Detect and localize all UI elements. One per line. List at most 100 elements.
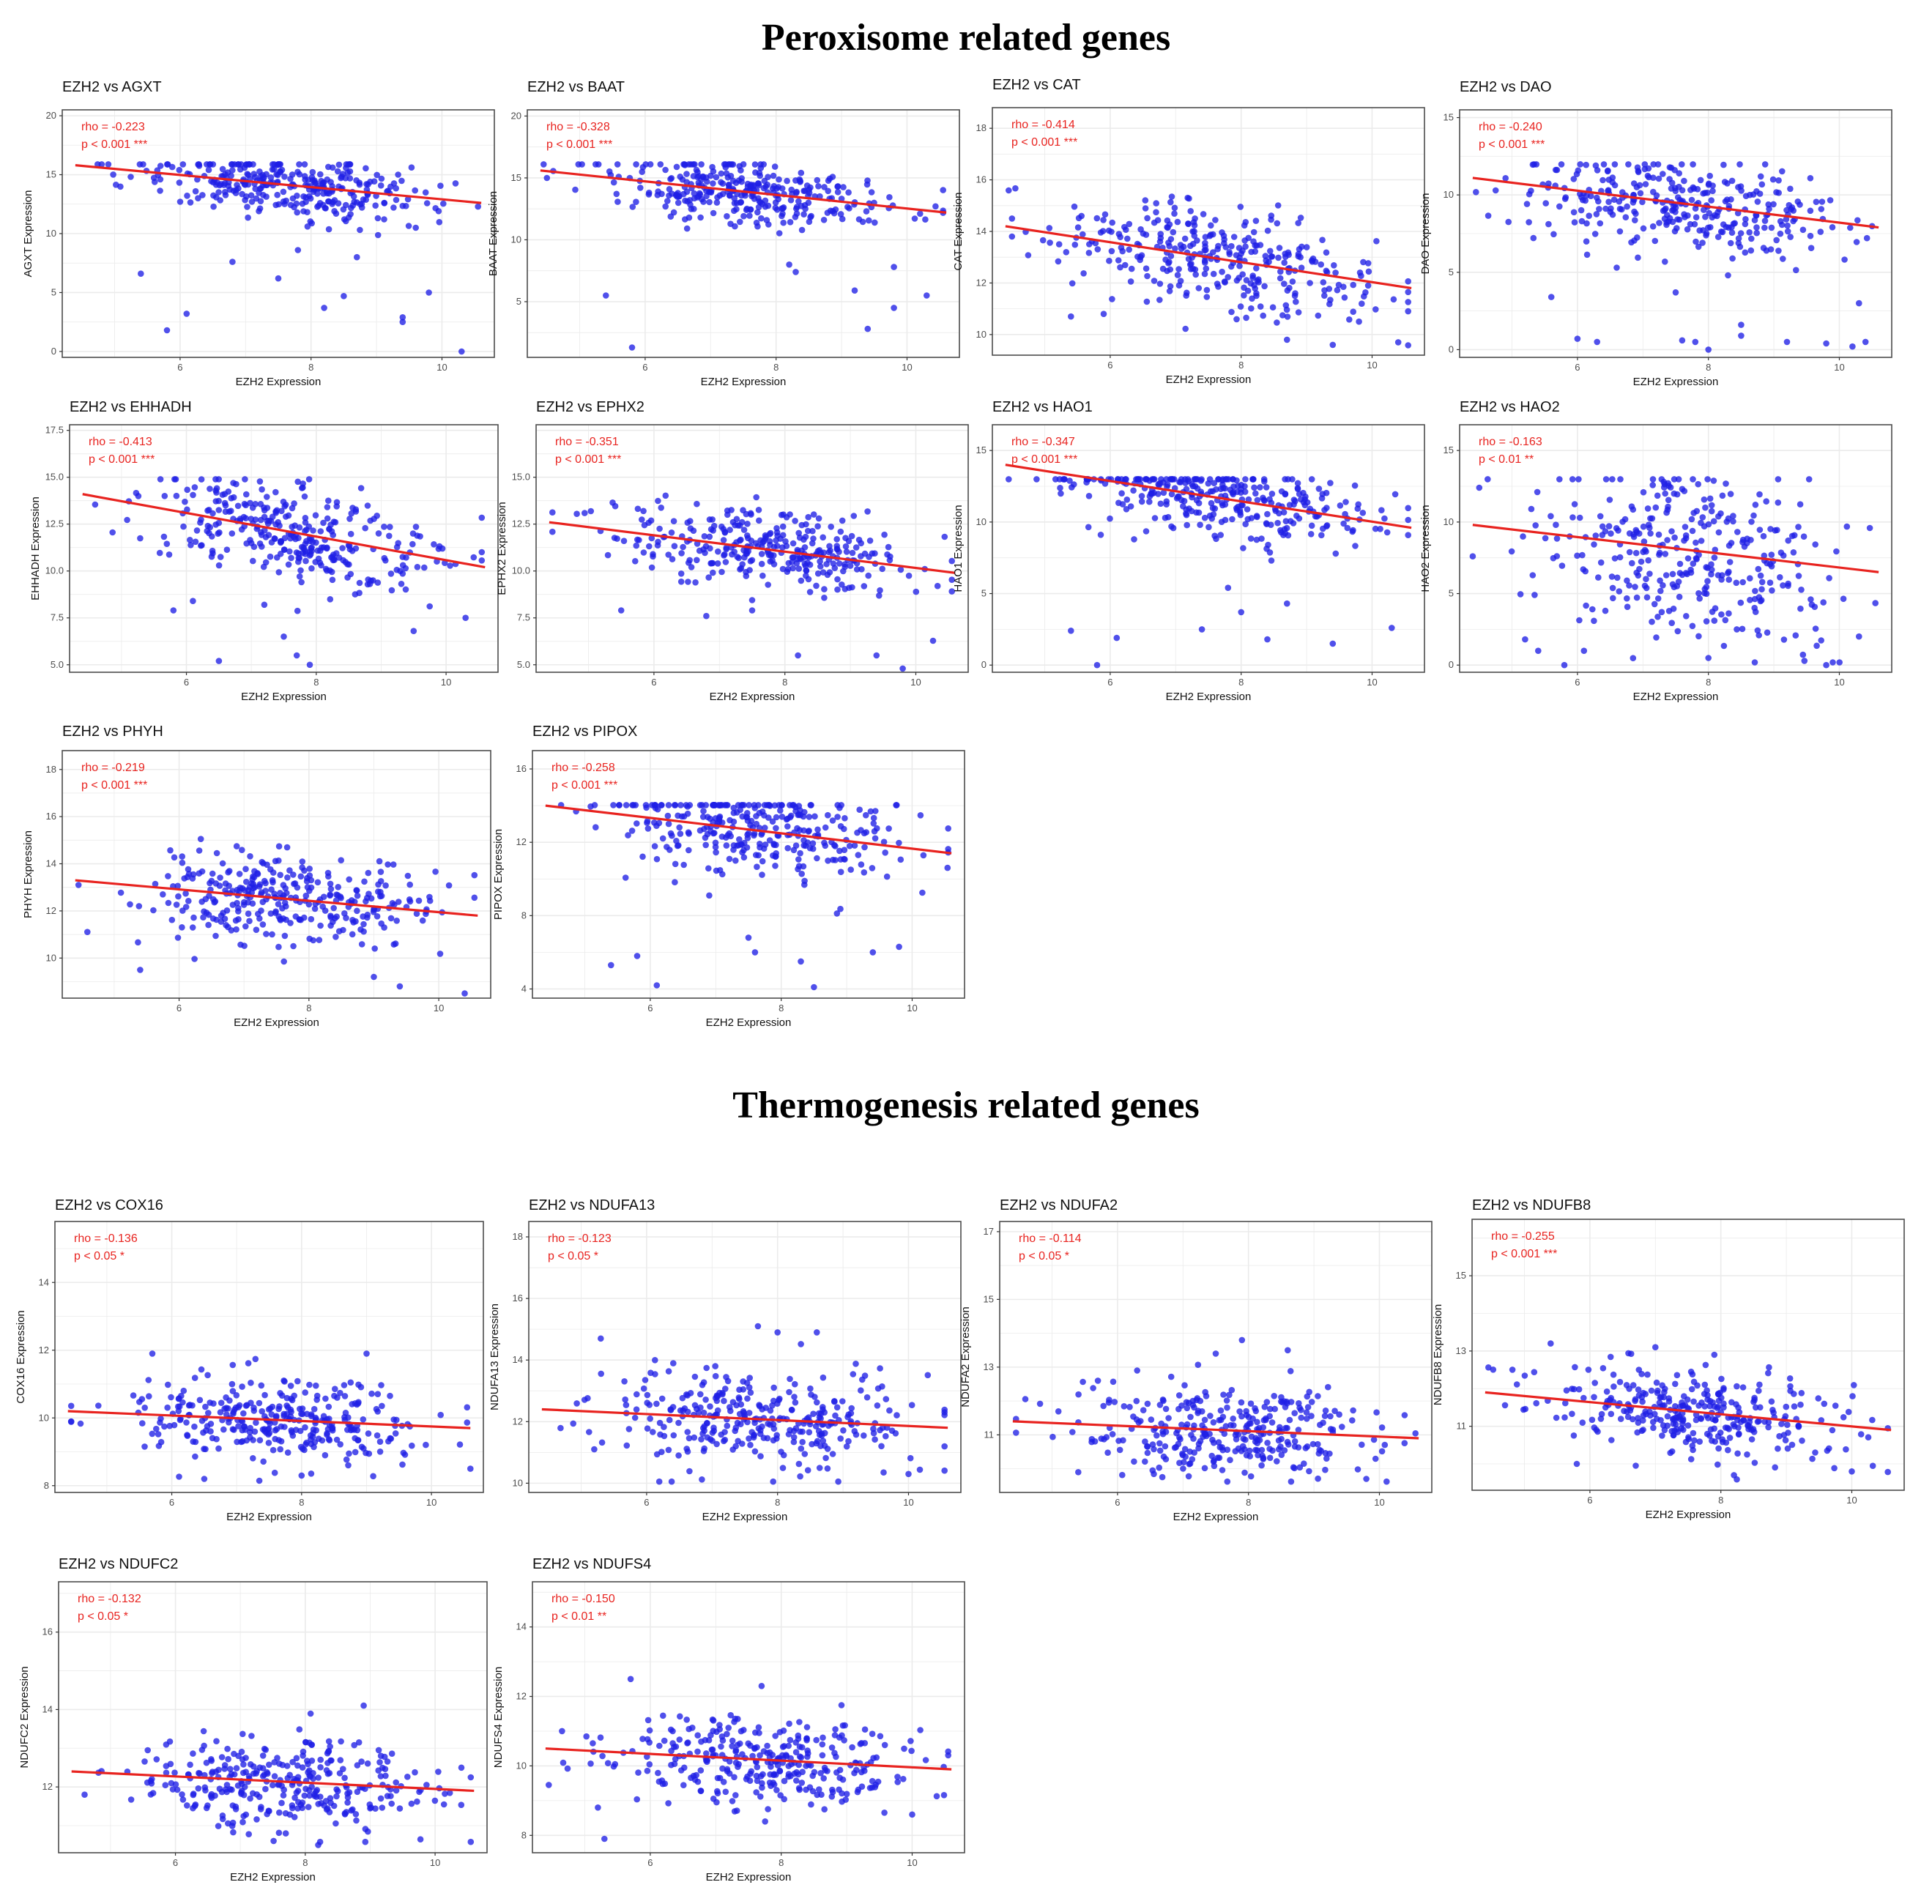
data-point: [170, 607, 177, 614]
data-point: [1224, 1478, 1231, 1485]
data-point: [1257, 303, 1264, 310]
data-point: [1263, 1416, 1269, 1424]
data-point: [721, 1397, 727, 1405]
data-point: [771, 163, 779, 170]
data-point: [1151, 515, 1159, 521]
data-point: [718, 568, 725, 576]
y-axis-label: EHHADH Expression: [29, 497, 42, 600]
data-point: [617, 607, 625, 614]
x-axis-label: EZH2 Expression: [234, 1016, 319, 1029]
data-point: [667, 830, 675, 837]
data-point: [691, 1373, 699, 1380]
data-point: [686, 557, 693, 564]
data-point: [217, 554, 224, 560]
data-point: [861, 844, 868, 851]
data-point: [392, 1430, 399, 1437]
y-tick-label: 15: [1444, 112, 1454, 123]
data-point: [277, 1446, 284, 1453]
x-tick-label: 8: [306, 1003, 311, 1014]
y-tick-label: 20: [46, 110, 56, 121]
x-tick-label: 6: [1575, 362, 1580, 373]
data-point: [1695, 480, 1701, 488]
data-point: [579, 161, 585, 168]
data-point: [1758, 181, 1766, 188]
data-point: [393, 196, 400, 204]
data-point: [1167, 283, 1174, 290]
data-point: [1238, 1336, 1246, 1344]
data-point: [1701, 496, 1708, 503]
data-point: [1711, 554, 1718, 561]
data-point: [573, 510, 580, 517]
data-point: [715, 802, 722, 808]
data-point: [1237, 303, 1244, 310]
data-point: [1709, 609, 1716, 615]
y-tick-label: 10: [1444, 516, 1454, 527]
data-point: [321, 305, 327, 311]
data-point: [697, 214, 704, 221]
plot-area: [529, 1221, 961, 1492]
data-point: [753, 852, 759, 858]
data-point: [863, 1394, 871, 1401]
data-point: [1199, 1408, 1205, 1415]
data-point: [863, 208, 870, 215]
panel-title: EZH2 vs EPHX2: [536, 399, 644, 415]
data-point: [907, 1454, 914, 1462]
data-point: [633, 161, 639, 168]
data-point: [751, 802, 758, 808]
data-point: [437, 182, 444, 189]
data-point: [829, 174, 836, 180]
data-point: [1097, 229, 1104, 236]
data-point: [658, 1395, 666, 1402]
data-point: [634, 505, 642, 513]
data-point: [215, 658, 223, 664]
data-point: [1207, 488, 1214, 495]
data-point: [726, 830, 733, 837]
data-point: [1668, 179, 1676, 187]
data-point: [150, 907, 157, 914]
data-point: [210, 203, 217, 210]
data-point: [184, 193, 190, 199]
data-point: [1652, 1410, 1658, 1418]
p-value-label: p < 0.01 **: [1479, 453, 1534, 466]
data-point: [1169, 476, 1176, 483]
data-point: [165, 873, 171, 880]
data-point: [740, 507, 746, 513]
data-point: [1660, 478, 1668, 486]
data-point: [1634, 164, 1641, 171]
data-point: [877, 1365, 883, 1372]
data-point: [769, 1402, 776, 1409]
data-point: [1709, 187, 1716, 195]
data-point: [837, 528, 844, 535]
data-point: [311, 905, 319, 912]
data-point: [272, 508, 279, 515]
data-point: [1753, 229, 1760, 237]
data-point: [324, 504, 331, 510]
data-point: [1159, 265, 1167, 272]
data-point: [203, 910, 210, 916]
data-point: [1280, 509, 1288, 516]
data-point: [861, 583, 868, 590]
data-point: [706, 516, 713, 523]
data-point: [1184, 194, 1191, 201]
data-point: [814, 548, 822, 554]
data-point: [665, 1446, 672, 1454]
data-point: [1469, 553, 1476, 559]
data-point: [1728, 177, 1736, 185]
data-point: [1361, 293, 1367, 300]
data-point: [1360, 259, 1367, 266]
data-point: [1138, 493, 1145, 499]
data-point: [653, 855, 661, 863]
data-point: [1799, 226, 1807, 234]
data-point: [806, 828, 812, 834]
data-point: [98, 161, 105, 168]
data-point: [328, 528, 335, 535]
data-point: [1690, 161, 1696, 168]
data-point: [1392, 491, 1399, 498]
data-point: [294, 478, 302, 486]
data-point: [845, 189, 852, 196]
data-point: [182, 890, 189, 897]
data-point: [1377, 526, 1383, 532]
data-point: [948, 576, 955, 583]
data-point: [1148, 1416, 1155, 1423]
grid: [527, 110, 959, 357]
